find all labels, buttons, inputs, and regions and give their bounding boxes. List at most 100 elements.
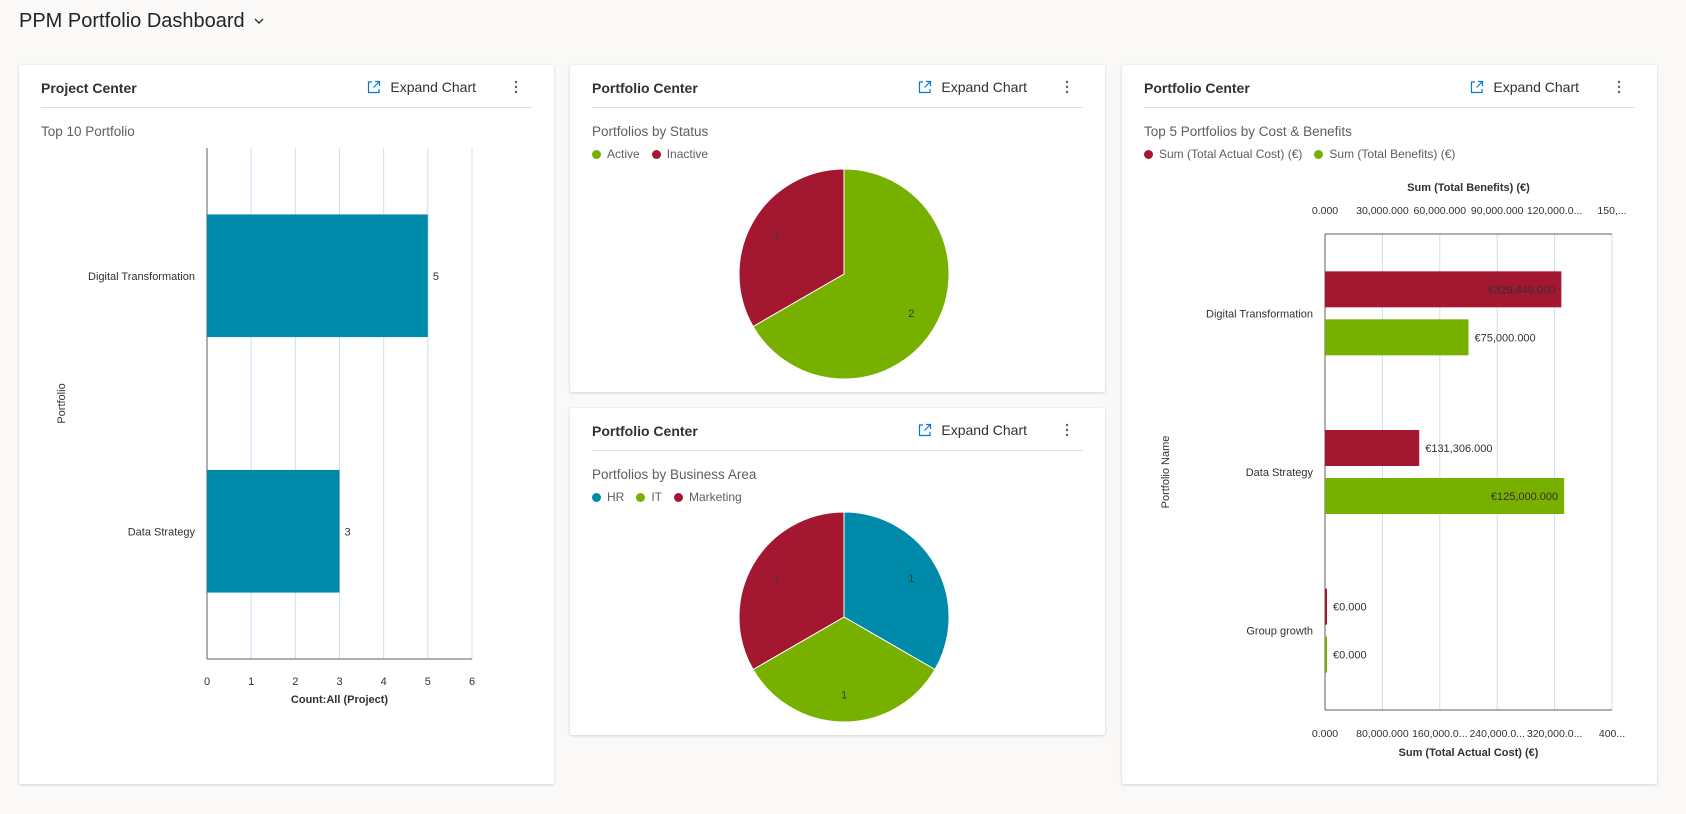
legend-label: Sum (Total Benefits) (€)	[1329, 147, 1456, 161]
x-tick-label: 3	[336, 676, 342, 688]
x-axis-title-bottom: Sum (Total Actual Cost) (€)	[1399, 747, 1539, 759]
data-label: 1	[841, 690, 847, 702]
legend-swatch	[592, 492, 601, 502]
card-project-center: Project Center Expand Chart Top 10 Portf…	[19, 65, 554, 784]
data-label: €131,306.000	[1425, 443, 1492, 455]
expand-chart-label: Expand Chart	[941, 79, 1027, 95]
expand-chart-button[interactable]: Expand Chart	[1469, 75, 1579, 99]
chart-legend: HR IT Marketing	[592, 490, 742, 504]
legend-swatch	[1144, 149, 1153, 159]
x-tick-label-bottom: 240,000.0...	[1469, 728, 1524, 740]
expand-chart-label: Expand Chart	[941, 422, 1027, 438]
y-axis-title: Portfolio Name	[1160, 436, 1172, 509]
bar	[1325, 478, 1565, 514]
bar	[1325, 636, 1327, 673]
data-label: €0.000	[1333, 602, 1367, 614]
chart-legend: Sum (Total Actual Cost) (€) Sum (Total Be…	[1144, 147, 1455, 161]
card-title: Portfolio Center	[592, 80, 698, 96]
chart-legend: Active Inactive	[592, 147, 708, 161]
card-header: Portfolio Center Expand Chart	[1144, 65, 1635, 108]
bar	[1325, 588, 1327, 625]
card-title: Portfolio Center	[1144, 80, 1250, 96]
bar	[1325, 271, 1562, 308]
data-label: 1	[908, 573, 914, 585]
card-title: Portfolio Center	[592, 423, 698, 439]
legend-label: Active	[607, 147, 640, 161]
legend-swatch	[651, 149, 661, 159]
legend-item[interactable]: Inactive	[651, 147, 709, 161]
more-options-button[interactable]	[1057, 75, 1077, 99]
more-options-button[interactable]	[506, 75, 526, 99]
pie-slice	[843, 511, 950, 671]
legend-label: Sum (Total Actual Cost) (€)	[1159, 147, 1303, 161]
expand-chart-label: Expand Chart	[390, 79, 476, 95]
legend-item[interactable]: Sum (Total Actual Cost) (€)	[1144, 147, 1302, 161]
x-tick-label-bottom: 400...	[1599, 728, 1625, 740]
card-header: Portfolio Center Expand Chart	[592, 408, 1083, 451]
y-tick-label: Group growth	[1246, 626, 1313, 638]
expand-icon	[368, 80, 381, 94]
more-vertical-icon	[1065, 423, 1069, 437]
bar	[207, 214, 428, 338]
x-tick-label: 6	[469, 676, 475, 688]
legend-swatch	[674, 492, 684, 502]
pie-slice	[738, 511, 845, 671]
more-vertical-icon	[1065, 80, 1069, 94]
card-portfolios-by-status: Portfolio Center Expand Chart Portfolios…	[570, 65, 1105, 392]
x-tick-label-top: 150,...	[1597, 205, 1626, 217]
legend-label: Marketing	[689, 490, 742, 504]
legend-label: IT	[651, 490, 663, 504]
chevron-down-icon	[254, 18, 264, 24]
legend-item[interactable]: Marketing	[674, 490, 742, 504]
expand-chart-button[interactable]: Expand Chart	[917, 75, 1027, 99]
legend-label: Inactive	[666, 147, 709, 161]
expand-icon	[919, 423, 932, 437]
more-options-button[interactable]	[1057, 418, 1077, 442]
expand-icon	[1471, 80, 1484, 94]
chart-title: Top 10 Portfolio	[41, 124, 135, 139]
bar	[1325, 430, 1420, 466]
y-tick-label: Digital Transformation	[1206, 308, 1313, 320]
legend-item[interactable]: IT	[636, 490, 662, 504]
x-tick-label-top: 0.000	[1312, 205, 1338, 217]
x-tick-label-top: 90,000.000	[1471, 205, 1524, 217]
y-tick-label: Data Strategy	[128, 526, 196, 538]
x-tick-label: 0	[204, 676, 210, 688]
x-tick-label: 2	[292, 676, 298, 688]
dashboard-selector[interactable]: PPM Portfolio Dashboard	[19, 8, 265, 34]
expand-icon	[919, 80, 932, 94]
expand-chart-button[interactable]: Expand Chart	[366, 75, 476, 99]
legend-swatch	[1314, 149, 1324, 159]
data-label: €0.000	[1333, 650, 1367, 662]
x-tick-label-bottom: 80,000.000	[1356, 728, 1409, 740]
bar	[207, 469, 340, 593]
legend-item[interactable]: Active	[592, 147, 640, 161]
data-label: €75,000.000	[1475, 332, 1536, 344]
card-cost-benefits: Portfolio Center Expand Chart Top 5 Port…	[1122, 65, 1657, 784]
x-tick-label-bottom: 0.000	[1312, 728, 1338, 740]
y-axis-title: Portfolio	[56, 383, 68, 423]
card-header: Project Center Expand Chart	[41, 65, 532, 108]
more-vertical-icon	[1617, 80, 1621, 94]
expand-chart-label: Expand Chart	[1493, 79, 1579, 95]
expand-chart-button[interactable]: Expand Chart	[917, 418, 1027, 442]
data-label: 3	[345, 526, 351, 538]
more-options-button[interactable]	[1609, 75, 1629, 99]
x-tick-label-top: 60,000.000	[1414, 205, 1467, 217]
card-portfolios-by-business-area: Portfolio Center Expand Chart Portfolios…	[570, 408, 1105, 735]
pie-slice	[738, 168, 845, 328]
bar-chart-cost-benefits: 0.000 0.000 80,000.000 30,000.000 160,000.0.…	[1160, 182, 1627, 759]
legend-label: HR	[607, 490, 625, 504]
y-tick-label: Digital Transformation	[88, 271, 195, 283]
data-label: €125,000.000	[1491, 491, 1558, 503]
more-vertical-icon	[514, 80, 518, 94]
x-tick-label: 5	[425, 676, 431, 688]
legend-item[interactable]: Sum (Total Benefits) (€)	[1314, 147, 1455, 161]
legend-item[interactable]: HR	[592, 490, 624, 504]
pie-slice	[752, 168, 950, 380]
legend-swatch	[592, 149, 601, 159]
x-tick-label-top: 120,000.0...	[1527, 205, 1582, 217]
x-tick-label-bottom: 320,000.0...	[1527, 728, 1582, 740]
x-tick-label: 4	[381, 676, 387, 688]
chart-title: Portfolios by Business Area	[592, 467, 757, 482]
